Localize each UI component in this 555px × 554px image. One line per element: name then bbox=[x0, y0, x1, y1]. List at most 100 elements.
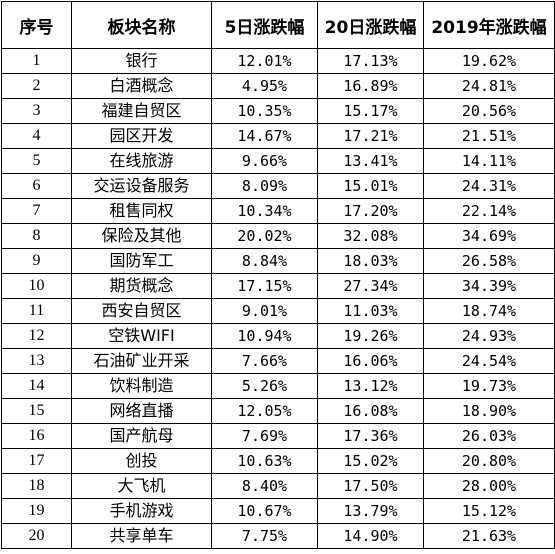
cell-20day-change: 14.90% bbox=[317, 523, 424, 549]
cell-index: 2 bbox=[1, 73, 72, 99]
cell-2019-change: 24.93% bbox=[423, 323, 555, 349]
cell-5day-change: 10.63% bbox=[211, 448, 318, 474]
cell-20day-change: 13.41% bbox=[317, 148, 424, 174]
cell-2019-change: 24.31% bbox=[423, 173, 555, 199]
cell-index: 19 bbox=[1, 498, 72, 524]
cell-2019-change: 34.69% bbox=[423, 223, 555, 249]
cell-index: 16 bbox=[1, 423, 72, 449]
cell-sector-name: 保险及其他 bbox=[71, 223, 212, 249]
table-body: 1 银行 12.01% 17.13% 19.62% 2 白酒概念 4.95% 16.89% 24.… bbox=[1, 48, 555, 549]
cell-sector-name: 交运设备服务 bbox=[71, 173, 212, 199]
cell-20day-change: 19.26% bbox=[317, 323, 424, 349]
cell-2019-change: 21.63% bbox=[423, 523, 555, 549]
cell-2019-change: 18.74% bbox=[423, 298, 555, 324]
cell-sector-name: 园区开发 bbox=[71, 123, 212, 149]
cell-5day-change: 8.84% bbox=[211, 248, 318, 274]
table-row: 1 银行 12.01% 17.13% 19.62% bbox=[1, 48, 555, 74]
cell-index: 1 bbox=[1, 48, 72, 74]
cell-5day-change: 5.26% bbox=[211, 373, 318, 399]
cell-2019-change: 20.56% bbox=[423, 98, 555, 124]
table-row: 12 空铁WIFI 10.94% 19.26% 24.93% bbox=[1, 323, 555, 349]
cell-index: 4 bbox=[1, 123, 72, 149]
table-row: 17 创投 10.63% 15.02% 20.80% bbox=[1, 448, 555, 474]
cell-sector-name: 白酒概念 bbox=[71, 73, 212, 99]
cell-index: 18 bbox=[1, 473, 72, 499]
cell-5day-change: 10.35% bbox=[211, 98, 318, 124]
cell-20day-change: 17.13% bbox=[317, 48, 424, 74]
cell-index: 17 bbox=[1, 448, 72, 474]
table-row: 15 网络直播 12.05% 16.08% 18.90% bbox=[1, 398, 555, 424]
cell-index: 10 bbox=[1, 273, 72, 299]
cell-sector-name: 饮料制造 bbox=[71, 373, 212, 399]
cell-5day-change: 17.15% bbox=[211, 273, 318, 299]
cell-5day-change: 9.66% bbox=[211, 148, 318, 174]
cell-2019-change: 15.12% bbox=[423, 498, 555, 524]
cell-2019-change: 19.73% bbox=[423, 373, 555, 399]
cell-2019-change: 24.54% bbox=[423, 348, 555, 374]
cell-2019-change: 21.51% bbox=[423, 123, 555, 149]
cell-sector-name: 手机游戏 bbox=[71, 498, 212, 524]
cell-sector-name: 银行 bbox=[71, 48, 212, 74]
cell-index: 15 bbox=[1, 398, 72, 424]
header-row: 序号 板块名称 5日涨跌幅 20日涨跌幅 2019年涨跌幅 bbox=[1, 1, 555, 49]
cell-sector-name: 网络直播 bbox=[71, 398, 212, 424]
cell-index: 5 bbox=[1, 148, 72, 174]
table-row: 6 交运设备服务 8.09% 15.01% 24.31% bbox=[1, 173, 555, 199]
header-20day-change: 20日涨跌幅 bbox=[317, 1, 424, 49]
cell-2019-change: 28.00% bbox=[423, 473, 555, 499]
cell-2019-change: 14.11% bbox=[423, 148, 555, 174]
cell-index: 14 bbox=[1, 373, 72, 399]
cell-2019-change: 26.58% bbox=[423, 248, 555, 274]
cell-2019-change: 18.90% bbox=[423, 398, 555, 424]
table-row: 18 大飞机 8.40% 17.50% 28.00% bbox=[1, 473, 555, 499]
cell-sector-name: 国防军工 bbox=[71, 248, 212, 274]
cell-sector-name: 西安自贸区 bbox=[71, 298, 212, 324]
cell-5day-change: 8.09% bbox=[211, 173, 318, 199]
cell-5day-change: 12.05% bbox=[211, 398, 318, 424]
cell-20day-change: 17.21% bbox=[317, 123, 424, 149]
cell-5day-change: 7.75% bbox=[211, 523, 318, 549]
table-row: 16 国产航母 7.69% 17.36% 26.03% bbox=[1, 423, 555, 449]
cell-5day-change: 10.94% bbox=[211, 323, 318, 349]
table-row: 13 石油矿业开采 7.66% 16.06% 24.54% bbox=[1, 348, 555, 374]
cell-20day-change: 11.03% bbox=[317, 298, 424, 324]
table-row: 3 福建自贸区 10.35% 15.17% 20.56% bbox=[1, 98, 555, 124]
table-row: 4 园区开发 14.67% 17.21% 21.51% bbox=[1, 123, 555, 149]
table-row: 10 期货概念 17.15% 27.34% 34.39% bbox=[1, 273, 555, 299]
cell-index: 13 bbox=[1, 348, 72, 374]
cell-5day-change: 4.95% bbox=[211, 73, 318, 99]
cell-sector-name: 福建自贸区 bbox=[71, 98, 212, 124]
header-index: 序号 bbox=[1, 1, 72, 49]
table-row: 5 在线旅游 9.66% 13.41% 14.11% bbox=[1, 148, 555, 174]
cell-5day-change: 7.66% bbox=[211, 348, 318, 374]
cell-20day-change: 15.01% bbox=[317, 173, 424, 199]
table-row: 8 保险及其他 20.02% 32.08% 34.69% bbox=[1, 223, 555, 249]
cell-20day-change: 17.50% bbox=[317, 473, 424, 499]
cell-5day-change: 8.40% bbox=[211, 473, 318, 499]
cell-sector-name: 国产航母 bbox=[71, 423, 212, 449]
cell-2019-change: 19.62% bbox=[423, 48, 555, 74]
cell-2019-change: 24.81% bbox=[423, 73, 555, 99]
cell-sector-name: 期货概念 bbox=[71, 273, 212, 299]
cell-5day-change: 10.67% bbox=[211, 498, 318, 524]
cell-20day-change: 13.12% bbox=[317, 373, 424, 399]
cell-5day-change: 12.01% bbox=[211, 48, 318, 74]
cell-20day-change: 16.89% bbox=[317, 73, 424, 99]
cell-index: 3 bbox=[1, 98, 72, 124]
cell-index: 9 bbox=[1, 248, 72, 274]
table-row: 2 白酒概念 4.95% 16.89% 24.81% bbox=[1, 73, 555, 99]
cell-2019-change: 20.80% bbox=[423, 448, 555, 474]
table-row: 9 国防军工 8.84% 18.03% 26.58% bbox=[1, 248, 555, 274]
cell-index: 20 bbox=[1, 523, 72, 549]
cell-index: 6 bbox=[1, 173, 72, 199]
table-row: 20 共享单车 7.75% 14.90% 21.63% bbox=[1, 523, 555, 549]
cell-sector-name: 创投 bbox=[71, 448, 212, 474]
cell-index: 8 bbox=[1, 223, 72, 249]
cell-sector-name: 大飞机 bbox=[71, 473, 212, 499]
cell-2019-change: 26.03% bbox=[423, 423, 555, 449]
cell-sector-name: 在线旅游 bbox=[71, 148, 212, 174]
cell-index: 11 bbox=[1, 298, 72, 324]
cell-20day-change: 15.17% bbox=[317, 98, 424, 124]
